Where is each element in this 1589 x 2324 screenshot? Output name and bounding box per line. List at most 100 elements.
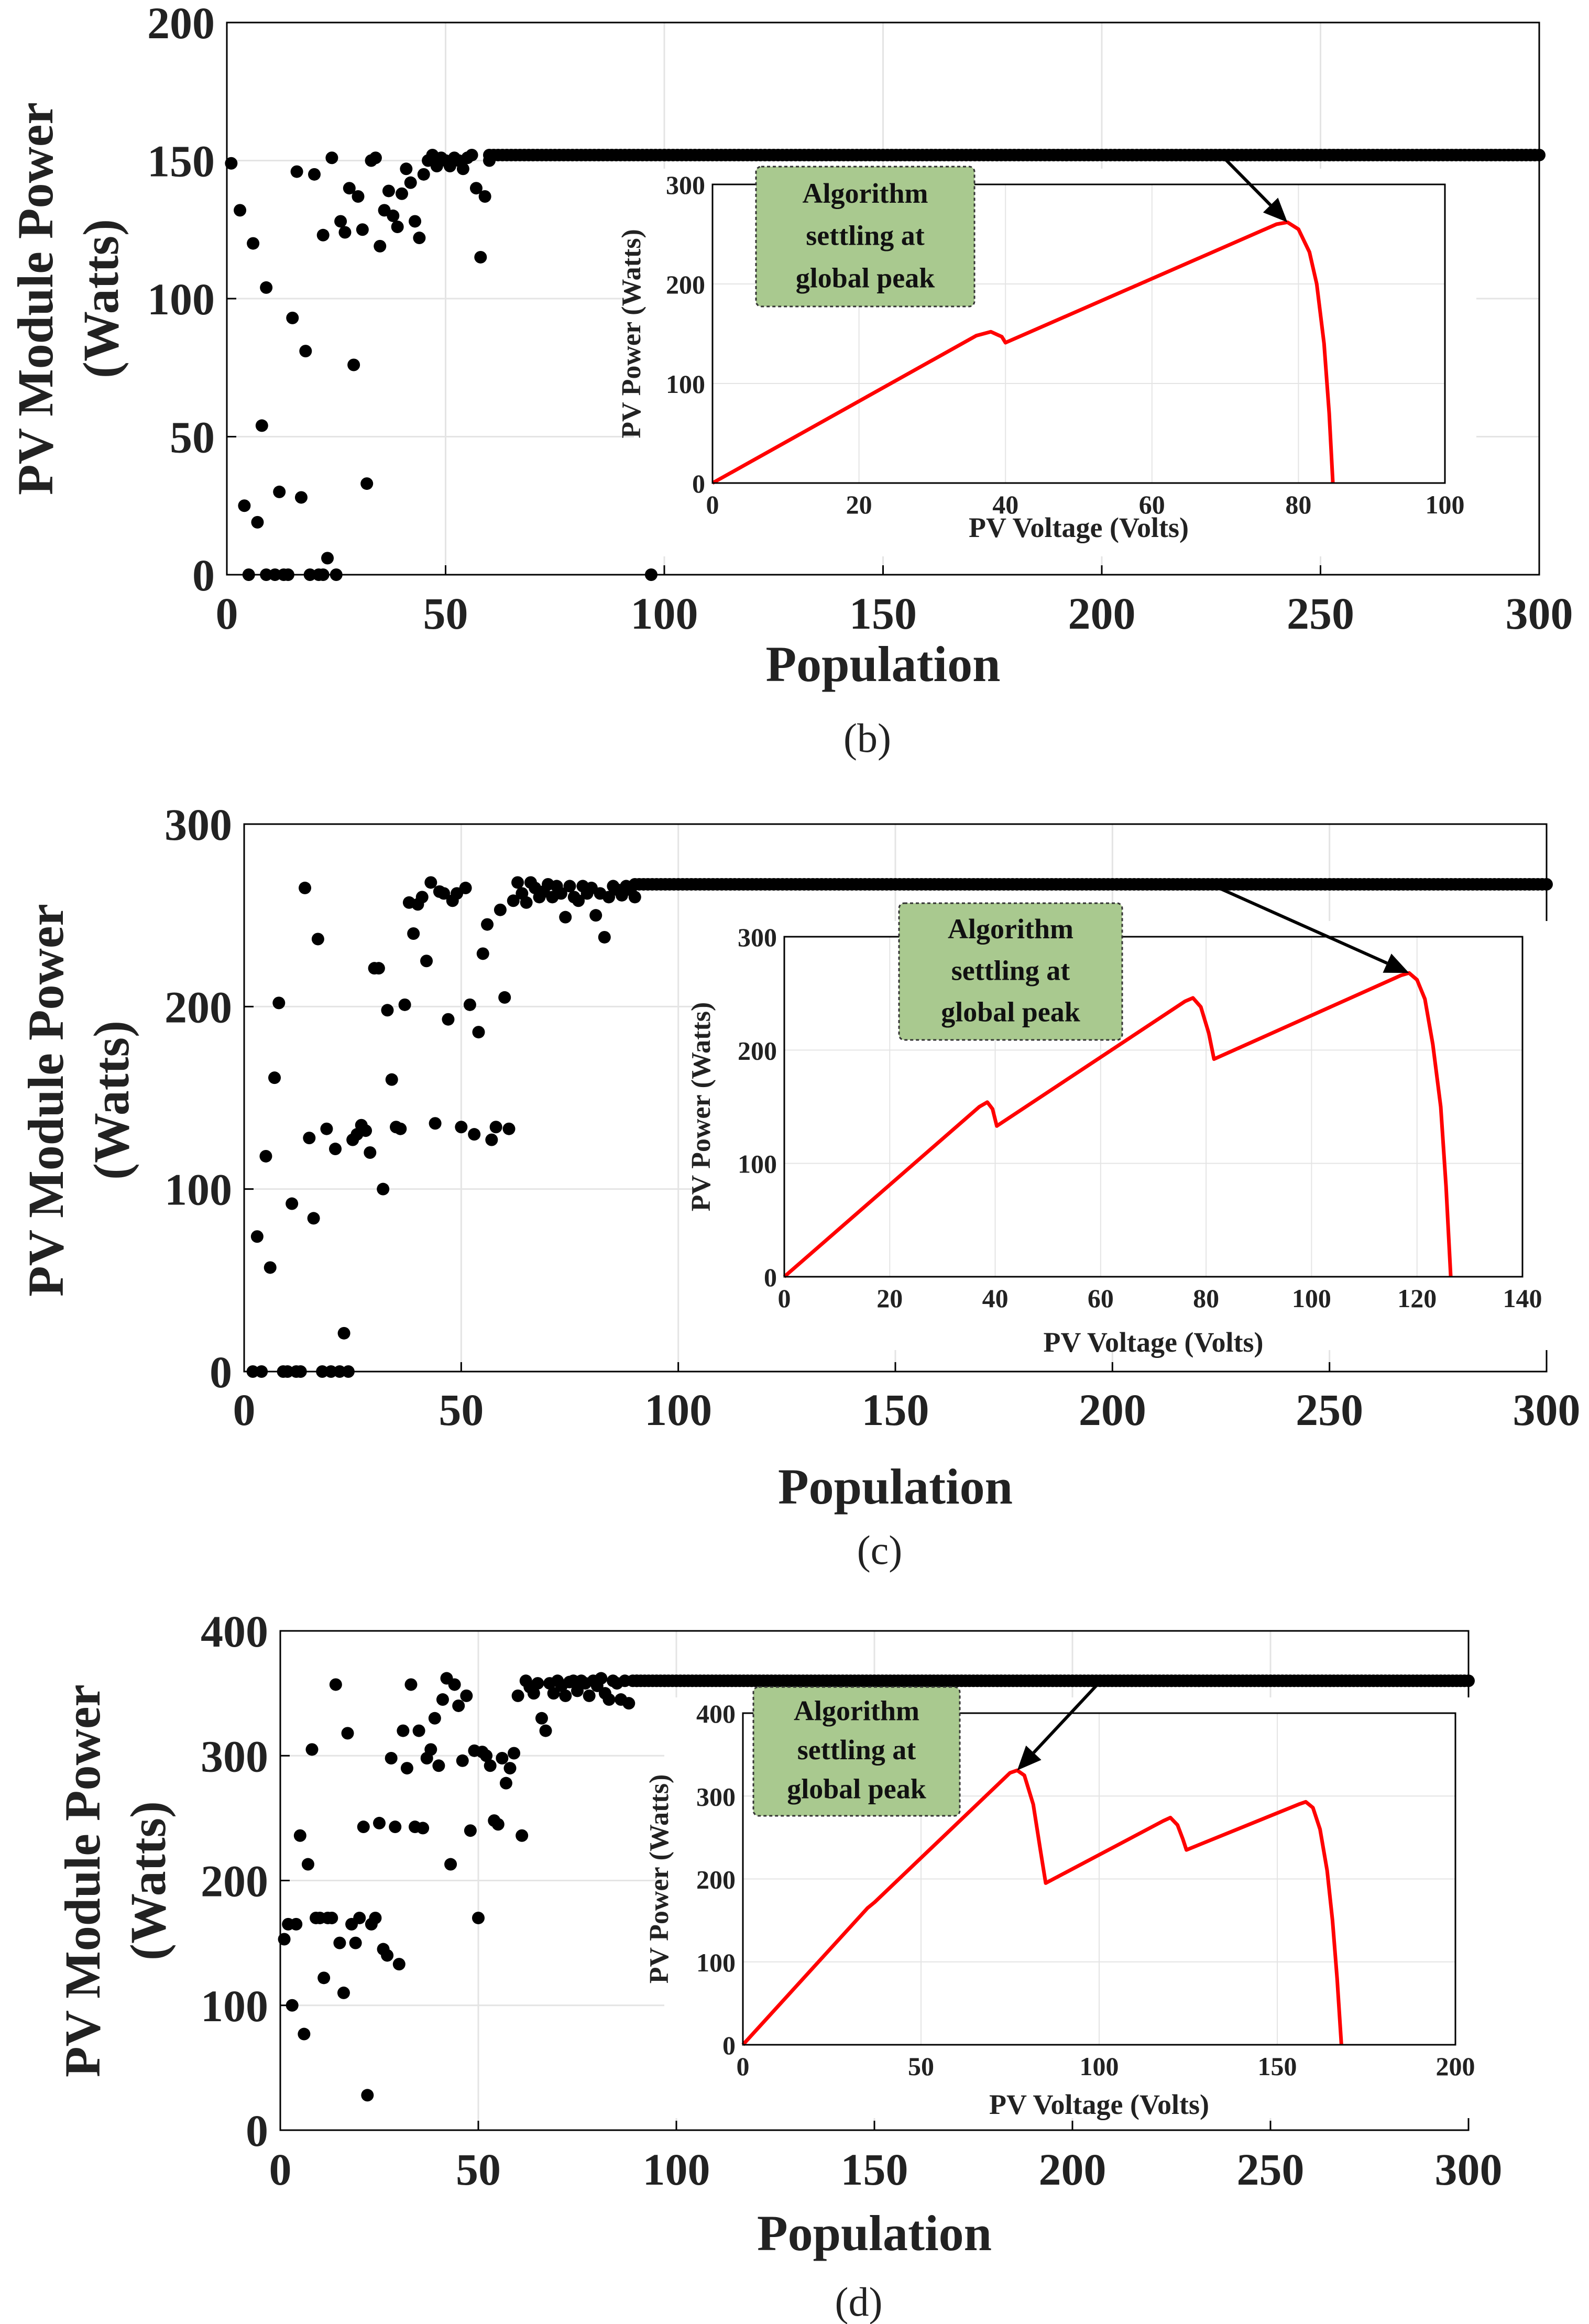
x-axis-label: Population xyxy=(765,636,1000,692)
scatter-point xyxy=(397,1724,410,1737)
inset-x-tick-label: 120 xyxy=(1397,1284,1437,1313)
scatter-point xyxy=(373,1816,386,1829)
inset-y-tick-label: 300 xyxy=(666,170,705,200)
scatter-point xyxy=(391,220,404,233)
x-tick-label: 50 xyxy=(423,588,468,639)
inset-y-tick-label: 100 xyxy=(738,1149,777,1179)
scatter-point xyxy=(498,991,511,1004)
inset-x-tick-label: 20 xyxy=(876,1284,903,1313)
scatter-point xyxy=(298,2027,311,2041)
scatter-point xyxy=(404,176,417,189)
scatter-point xyxy=(234,204,247,217)
scatter-point xyxy=(250,1230,264,1243)
inset-x-tick-label: 0 xyxy=(778,1284,791,1313)
scatter-point xyxy=(305,1743,319,1756)
annotation-text: global peak xyxy=(796,262,935,294)
scatter-point xyxy=(329,1678,342,1691)
scatter-point xyxy=(381,1004,394,1017)
scatter-point xyxy=(527,1687,540,1700)
scatter-point xyxy=(444,1858,457,1871)
scatter-point xyxy=(404,1678,418,1691)
annotation-text: Algorithm xyxy=(948,913,1073,945)
x-tick-label: 150 xyxy=(849,588,917,639)
scatter-point xyxy=(307,1212,320,1225)
x-tick-label: 300 xyxy=(1435,2144,1503,2195)
inset-x-tick-label: 100 xyxy=(1080,2052,1119,2081)
scatter-point xyxy=(400,162,413,176)
scatter-point xyxy=(428,1712,441,1725)
inset-x-tick-label: 0 xyxy=(706,490,719,519)
y-axis-label: (Watts) xyxy=(83,1021,139,1180)
y-tick-label: 200 xyxy=(147,0,215,48)
scatter-point xyxy=(571,1684,584,1697)
annotation-arrow xyxy=(1215,885,1388,965)
y-tick-label: 50 xyxy=(170,412,215,463)
y-tick-label: 100 xyxy=(147,274,215,324)
panel-label: (c) xyxy=(857,1527,903,1573)
y-axis-label: (Watts) xyxy=(73,219,129,378)
scatter-point xyxy=(396,187,408,200)
scatter-point xyxy=(272,996,286,1010)
inset-x-tick-label: 40 xyxy=(992,490,1018,519)
x-tick-label: 250 xyxy=(1296,1385,1363,1435)
y-tick-label: 200 xyxy=(165,982,232,1032)
scatter-point xyxy=(361,2089,374,2102)
scatter-point xyxy=(531,1677,544,1690)
x-tick-label: 250 xyxy=(1237,2144,1305,2195)
inset-x-tick-label: 100 xyxy=(1426,490,1465,519)
y-tick-label: 200 xyxy=(201,1856,268,1906)
scatter-point xyxy=(547,1687,560,1700)
scatter-point xyxy=(472,1911,485,1924)
scatter-point xyxy=(290,1917,303,1931)
inset-y-tick-label: 100 xyxy=(666,369,705,399)
inset-chart: 0 20 40 60 80 100 120 140 0 100 200 300 PV Voltage (… xyxy=(686,885,1554,1358)
scatter-point xyxy=(299,881,312,894)
scatter-point xyxy=(452,1699,465,1712)
pv-curve-line xyxy=(741,1768,1343,2046)
y-axis-label: PV Module Power xyxy=(7,102,63,495)
inset-y-axis-label: PV Power (Watts) xyxy=(617,229,646,439)
x-tick-label: 200 xyxy=(1079,1385,1146,1435)
scatter-point xyxy=(485,1133,498,1146)
scatter-point xyxy=(409,215,422,228)
scatter-point xyxy=(347,358,360,371)
annotation-arrowhead xyxy=(1263,198,1288,223)
scatter-point xyxy=(343,182,356,195)
y-tick-label: 100 xyxy=(165,1165,232,1215)
annotation-arrow xyxy=(1215,149,1272,206)
scatter-point xyxy=(491,1818,505,1831)
inset-x-tick-label: 20 xyxy=(846,490,872,519)
scatter-point xyxy=(464,1824,477,1837)
scatter-point xyxy=(325,151,338,165)
inset-chart: 0 50 100 150 200 0 100 200 300 400 PV Voltage (Vol… xyxy=(644,1683,1487,2120)
annotation-arrowhead xyxy=(1017,1745,1042,1771)
scatter-point xyxy=(494,903,507,916)
scatter-point xyxy=(364,1146,377,1159)
scatter-point xyxy=(595,1672,608,1685)
scatter-point xyxy=(387,209,400,222)
scatter-point xyxy=(554,887,567,900)
annotation-text: Algorithm xyxy=(803,178,928,209)
y-axis-label: (Watts) xyxy=(120,1801,176,1960)
inset-y-tick-label: 200 xyxy=(738,1036,777,1065)
y-tick-label: 0 xyxy=(246,2106,268,2156)
pv-curve-line xyxy=(783,971,1453,1278)
scatter-point xyxy=(320,1122,333,1135)
inset-y-tick-label: 300 xyxy=(738,923,777,952)
scatter-point xyxy=(456,1754,469,1767)
chart-panel-2: 0 50 100 150 200 250 3000100200300PopulationPV… xyxy=(18,799,1581,1573)
annotation-box xyxy=(752,1686,961,1817)
scatter-point xyxy=(476,947,489,960)
scatter-point xyxy=(417,1822,430,1835)
scatter-point xyxy=(602,1693,616,1706)
scatter-point xyxy=(413,232,426,245)
scatter-point xyxy=(460,1689,473,1702)
scatter-point xyxy=(286,1197,299,1210)
x-tick-label: 100 xyxy=(631,588,698,639)
scatter-point xyxy=(424,1743,437,1756)
scatter-point xyxy=(385,1752,398,1765)
y-tick-label: 300 xyxy=(201,1731,268,1781)
y-tick-label: 0 xyxy=(210,1347,232,1397)
x-tick-label: 0 xyxy=(269,2144,292,2195)
